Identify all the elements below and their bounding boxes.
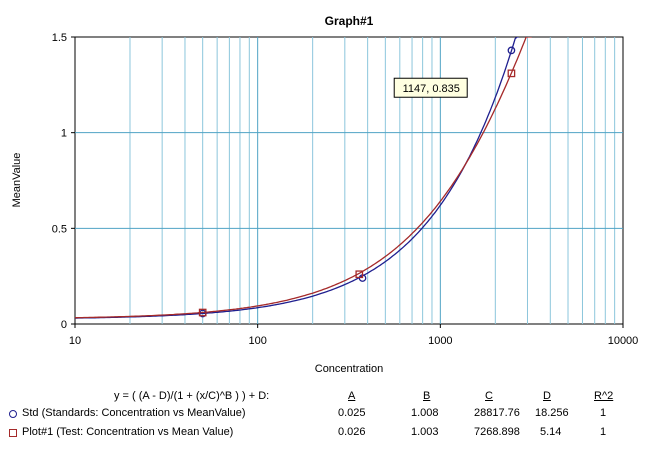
x-tick-label: 10000 [608,335,639,347]
x-axis-label: Concentration [315,363,384,375]
param-header-a: A [348,390,356,402]
param-d: 5.14 [540,426,562,438]
param-c: 28817.76 [474,407,520,419]
param-header-c: C [485,390,493,402]
x-tick-label: 10 [69,335,81,347]
y-tick-label: 1.5 [52,32,67,44]
x-tick-label: 100 [248,335,266,347]
legend-header: y = ( (A - D)/(1 + (x/C)^B ) ) + D: A B … [0,388,650,406]
legend-row-plot1: Plot#1 (Test: Concentration vs Mean Valu… [0,424,650,442]
param-r2: 1 [600,426,607,438]
chart-title: Graph#1 [325,14,374,28]
y-axis-label: MeanValue [11,153,23,208]
data-point-plot1 [198,308,207,317]
param-b: 1.008 [411,407,439,419]
param-header-r2: R^2 [594,390,614,402]
fit-equation: y = ( (A - D)/(1 + (x/C)^B ) ) + D: [114,390,270,402]
y-tick-label: 1 [61,128,67,140]
param-b: 1.003 [411,426,439,438]
x-tick-label: 1000 [428,335,452,347]
series-name: Std (Standards: Concentration vs MeanVal… [22,407,246,419]
series-curves [75,37,532,319]
y-tick-label: 0.5 [52,223,67,235]
legend-row-std: Std (Standards: Concentration vs MeanVal… [0,405,650,423]
axis-ticks: 10 100 1000 10000 0 0.5 1 1.5 [52,32,639,347]
y-tick-label: 0 [61,319,67,331]
tooltip-text: 1147, 0.835 [403,83,460,95]
fit-curve-plot1 [75,37,532,319]
circle-marker-icon [9,410,17,418]
param-a: 0.025 [338,407,366,419]
data-point-plot1 [355,270,364,279]
data-point-std [507,46,516,55]
square-marker-icon [9,429,17,437]
data-point-plot1 [507,69,516,78]
param-header-b: B [423,390,431,402]
chart: 10 100 1000 10000 0 0.5 1 1.5 Graph#1 Concentra… [11,14,639,375]
value-tooltip: 1147, 0.835 [393,77,468,98]
param-a: 0.026 [338,426,366,438]
series-markers [198,46,516,318]
param-c: 7268.898 [474,426,520,438]
param-r2: 1 [600,407,607,419]
series-name: Plot#1 (Test: Concentration vs Mean Valu… [22,426,234,438]
tooltip-box [393,77,468,98]
param-d: 18.256 [535,407,569,419]
param-header-d: D [543,390,551,402]
grid [75,37,623,324]
plot-area [74,36,624,325]
